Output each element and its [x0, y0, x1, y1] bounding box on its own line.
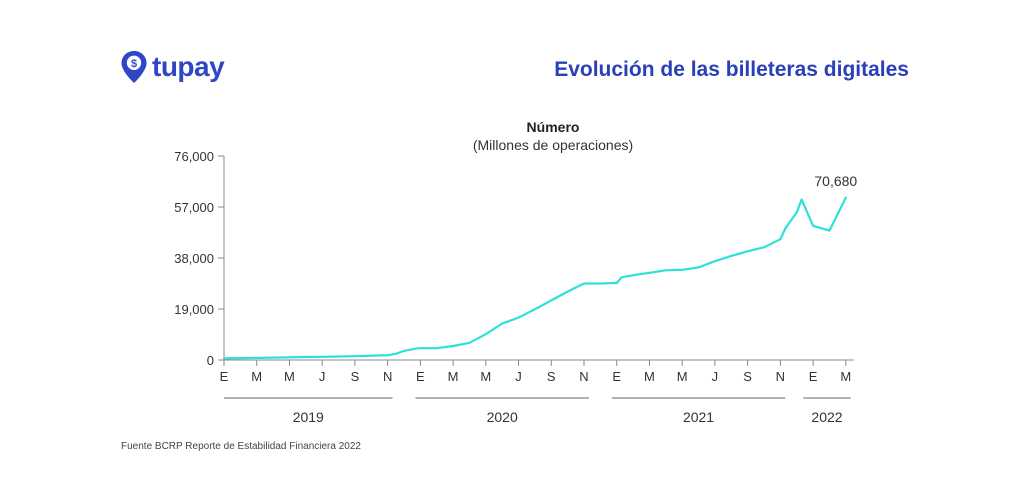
end-value-label: 70,680 — [814, 173, 857, 189]
year-label: 2021 — [683, 409, 714, 425]
page-title: Evolución de las billeteras digitales — [554, 58, 909, 81]
y-axis: 0 19,000 38,000 57,000 76,000 — [174, 149, 225, 368]
annotation-layer: 70,680 — [814, 173, 857, 189]
pin-symbol: $ — [131, 58, 137, 70]
x-tick-label: E — [809, 369, 818, 384]
year-label: 2020 — [487, 409, 518, 425]
year-label: 2019 — [293, 409, 324, 425]
x-tick-label: M — [448, 369, 459, 384]
x-tick-label: M — [840, 369, 851, 384]
x-tick-label: N — [776, 369, 785, 384]
x-tick-label: J — [515, 369, 522, 384]
y-tick-label: 38,000 — [174, 251, 214, 266]
chart-subtitle: (Millones de operaciones) — [473, 137, 633, 153]
location-pin-icon: $ — [121, 51, 147, 83]
x-tick-label: M — [644, 369, 655, 384]
series-line — [222, 196, 847, 360]
x-tick-label: S — [547, 369, 556, 384]
brand-name: tupay — [152, 51, 225, 82]
y-tick-label: 0 — [207, 353, 214, 368]
x-tick-label: J — [712, 369, 719, 384]
y-tick-label: 19,000 — [174, 302, 214, 317]
chart-title: Número — [527, 119, 580, 135]
y-tick-label: 76,000 — [174, 149, 214, 164]
x-tick-label: N — [383, 369, 392, 384]
year-groups: 2019 2020 2021 2022 — [224, 397, 851, 425]
x-tick-label: M — [480, 369, 491, 384]
year-label: 2022 — [811, 409, 842, 425]
x-tick-label: M — [677, 369, 688, 384]
x-tick-label: E — [220, 369, 229, 384]
x-tick-label: M — [251, 369, 262, 384]
series-layer — [222, 196, 847, 360]
y-tick-label: 57,000 — [174, 200, 214, 215]
x-tick-label: E — [416, 369, 425, 384]
x-tick-label: M — [284, 369, 295, 384]
x-tick-label: S — [351, 369, 360, 384]
x-tick-label: J — [319, 369, 326, 384]
x-tick-label: N — [579, 369, 588, 384]
source-note: Fuente BCRP Reporte de Estabilidad Finan… — [121, 441, 361, 452]
brand-logo: $ tupay — [120, 50, 225, 84]
x-tick-label: E — [612, 369, 621, 384]
x-tick-label: S — [743, 369, 752, 384]
